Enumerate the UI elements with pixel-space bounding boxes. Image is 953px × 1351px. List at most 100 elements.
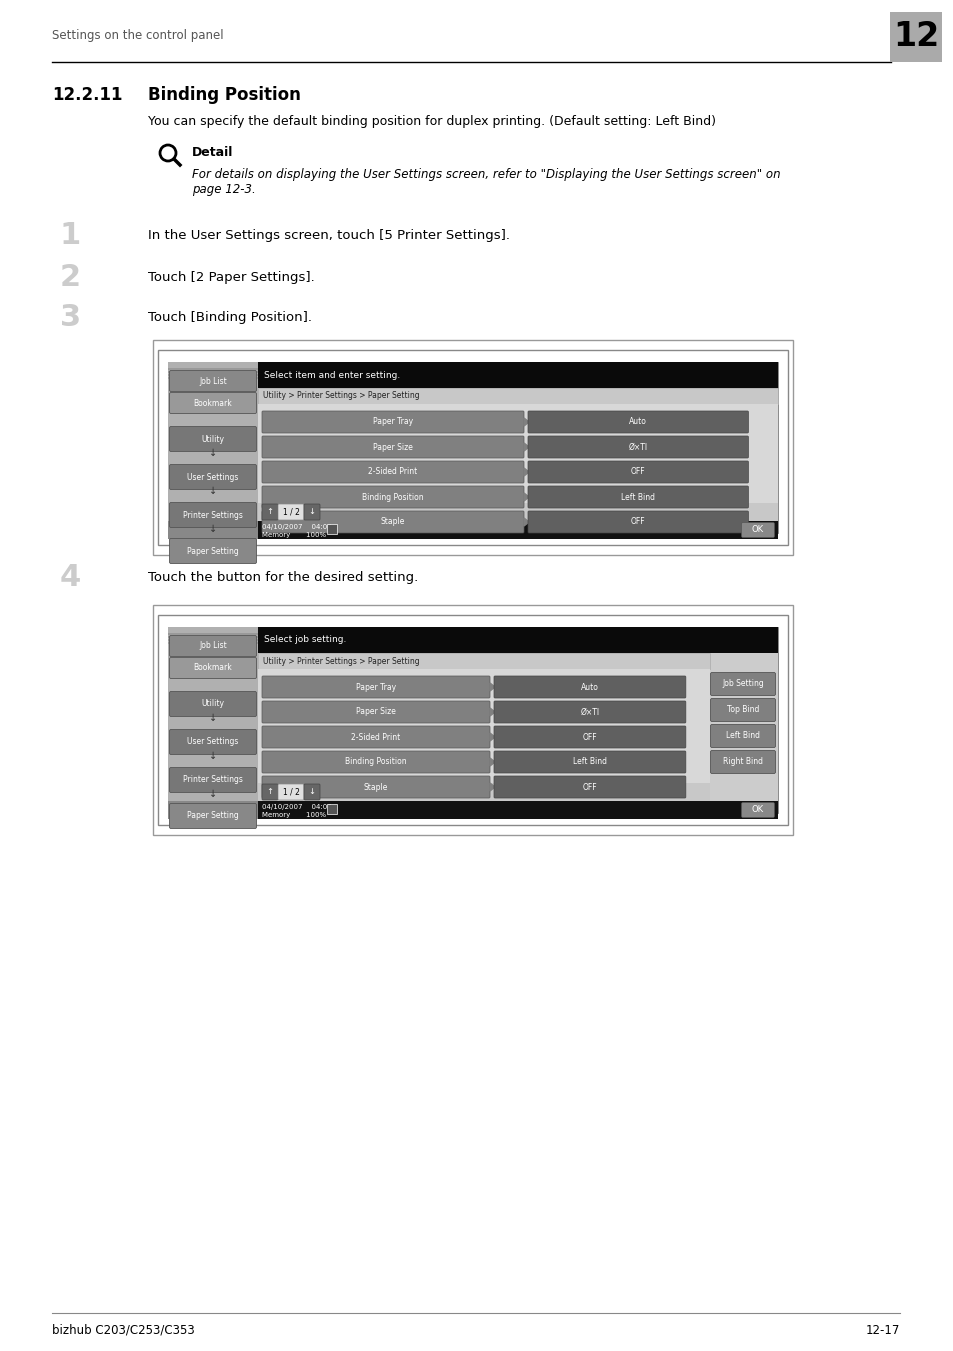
Text: Paper Size: Paper Size bbox=[355, 708, 395, 716]
Bar bbox=[152, 605, 792, 835]
Bar bbox=[327, 524, 336, 534]
Bar bbox=[257, 388, 778, 404]
Bar bbox=[168, 642, 257, 644]
Bar bbox=[158, 350, 787, 544]
FancyBboxPatch shape bbox=[262, 461, 523, 484]
FancyBboxPatch shape bbox=[170, 465, 256, 489]
FancyBboxPatch shape bbox=[494, 701, 685, 723]
FancyBboxPatch shape bbox=[494, 676, 685, 698]
Text: 3: 3 bbox=[60, 304, 81, 332]
Bar bbox=[257, 362, 778, 388]
Text: Paper Tray: Paper Tray bbox=[355, 682, 395, 692]
Bar bbox=[257, 669, 709, 784]
Text: Left Bind: Left Bind bbox=[620, 493, 655, 501]
FancyBboxPatch shape bbox=[494, 751, 685, 773]
FancyBboxPatch shape bbox=[710, 724, 775, 747]
Text: Left Bind: Left Bind bbox=[573, 758, 606, 766]
Text: Paper Tray: Paper Tray bbox=[373, 417, 413, 427]
FancyBboxPatch shape bbox=[494, 725, 685, 748]
FancyBboxPatch shape bbox=[710, 673, 775, 696]
FancyBboxPatch shape bbox=[170, 370, 256, 392]
FancyBboxPatch shape bbox=[527, 486, 747, 508]
Text: 2-Sided Print: 2-Sided Print bbox=[368, 467, 417, 477]
Text: Utility: Utility bbox=[201, 435, 224, 443]
Text: ↓: ↓ bbox=[209, 751, 217, 761]
Text: Bookmark: Bookmark bbox=[193, 399, 233, 408]
Text: In the User Settings screen, touch [5 Printer Settings].: In the User Settings screen, touch [5 Pr… bbox=[148, 230, 510, 242]
Bar bbox=[889, 12, 941, 62]
Polygon shape bbox=[523, 493, 529, 501]
Text: Binding Position: Binding Position bbox=[148, 86, 300, 104]
Polygon shape bbox=[490, 734, 495, 740]
Bar bbox=[168, 627, 257, 813]
FancyBboxPatch shape bbox=[170, 503, 256, 527]
Bar bbox=[168, 362, 778, 534]
Text: Printer Settings: Printer Settings bbox=[183, 775, 243, 785]
Bar bbox=[152, 340, 792, 555]
Bar bbox=[168, 627, 778, 813]
Text: ↓: ↓ bbox=[308, 788, 315, 797]
FancyBboxPatch shape bbox=[710, 698, 775, 721]
Bar bbox=[168, 521, 257, 539]
Bar bbox=[168, 639, 257, 640]
Text: Select job setting.: Select job setting. bbox=[264, 635, 346, 644]
Text: For details on displaying the User Settings screen, refer to "Displaying the Use: For details on displaying the User Setti… bbox=[192, 168, 780, 196]
Polygon shape bbox=[523, 467, 529, 476]
Text: Job List: Job List bbox=[199, 642, 227, 650]
Text: 12: 12 bbox=[892, 20, 938, 54]
Bar bbox=[257, 404, 778, 503]
FancyBboxPatch shape bbox=[262, 676, 490, 698]
FancyBboxPatch shape bbox=[262, 511, 523, 534]
FancyBboxPatch shape bbox=[262, 436, 523, 458]
Bar bbox=[257, 801, 778, 819]
Bar bbox=[168, 636, 257, 638]
FancyBboxPatch shape bbox=[170, 427, 256, 451]
FancyBboxPatch shape bbox=[740, 802, 774, 817]
FancyBboxPatch shape bbox=[527, 411, 747, 434]
Text: Detail: Detail bbox=[192, 146, 233, 158]
FancyBboxPatch shape bbox=[304, 784, 319, 800]
Polygon shape bbox=[523, 517, 529, 526]
Text: 2: 2 bbox=[60, 263, 81, 293]
Bar bbox=[158, 615, 787, 825]
Polygon shape bbox=[490, 758, 495, 766]
FancyBboxPatch shape bbox=[170, 658, 256, 678]
Text: ↓: ↓ bbox=[209, 789, 217, 798]
Text: 04/10/2007    04:06: 04/10/2007 04:06 bbox=[262, 804, 332, 811]
Bar bbox=[327, 804, 336, 815]
Text: ↓: ↓ bbox=[308, 508, 315, 516]
Bar bbox=[168, 801, 257, 819]
FancyBboxPatch shape bbox=[170, 393, 256, 413]
Text: OFF: OFF bbox=[630, 467, 645, 477]
FancyBboxPatch shape bbox=[170, 767, 256, 793]
Text: Paper Setting: Paper Setting bbox=[187, 812, 238, 820]
Bar bbox=[168, 372, 257, 373]
Bar bbox=[257, 653, 709, 669]
Text: Select item and enter setting.: Select item and enter setting. bbox=[264, 370, 400, 380]
Text: Binding Position: Binding Position bbox=[362, 493, 423, 501]
Text: 12-17: 12-17 bbox=[864, 1324, 899, 1336]
Text: Touch the button for the desired setting.: Touch the button for the desired setting… bbox=[148, 571, 417, 585]
FancyBboxPatch shape bbox=[527, 461, 747, 484]
Text: Paper Size: Paper Size bbox=[373, 443, 413, 451]
Text: Memory       100%: Memory 100% bbox=[262, 532, 326, 538]
Text: ↓: ↓ bbox=[209, 713, 217, 723]
Text: Auto: Auto bbox=[629, 417, 646, 427]
Text: Memory       100%: Memory 100% bbox=[262, 812, 326, 817]
FancyBboxPatch shape bbox=[170, 730, 256, 754]
Text: Staple: Staple bbox=[380, 517, 405, 527]
Text: 04/10/2007    04:06: 04/10/2007 04:06 bbox=[262, 524, 332, 530]
Bar bbox=[168, 362, 257, 534]
FancyBboxPatch shape bbox=[170, 635, 256, 657]
Text: User Settings: User Settings bbox=[187, 738, 238, 747]
Text: Bookmark: Bookmark bbox=[193, 663, 233, 673]
Text: OFF: OFF bbox=[630, 517, 645, 527]
Text: Left Bind: Left Bind bbox=[725, 731, 760, 740]
Text: ↑: ↑ bbox=[266, 788, 274, 797]
Text: 1: 1 bbox=[60, 222, 81, 250]
Bar bbox=[257, 521, 778, 539]
FancyBboxPatch shape bbox=[262, 411, 523, 434]
FancyBboxPatch shape bbox=[527, 436, 747, 458]
Text: Utility > Printer Settings > Paper Setting: Utility > Printer Settings > Paper Setti… bbox=[263, 392, 419, 400]
Bar bbox=[257, 784, 709, 801]
